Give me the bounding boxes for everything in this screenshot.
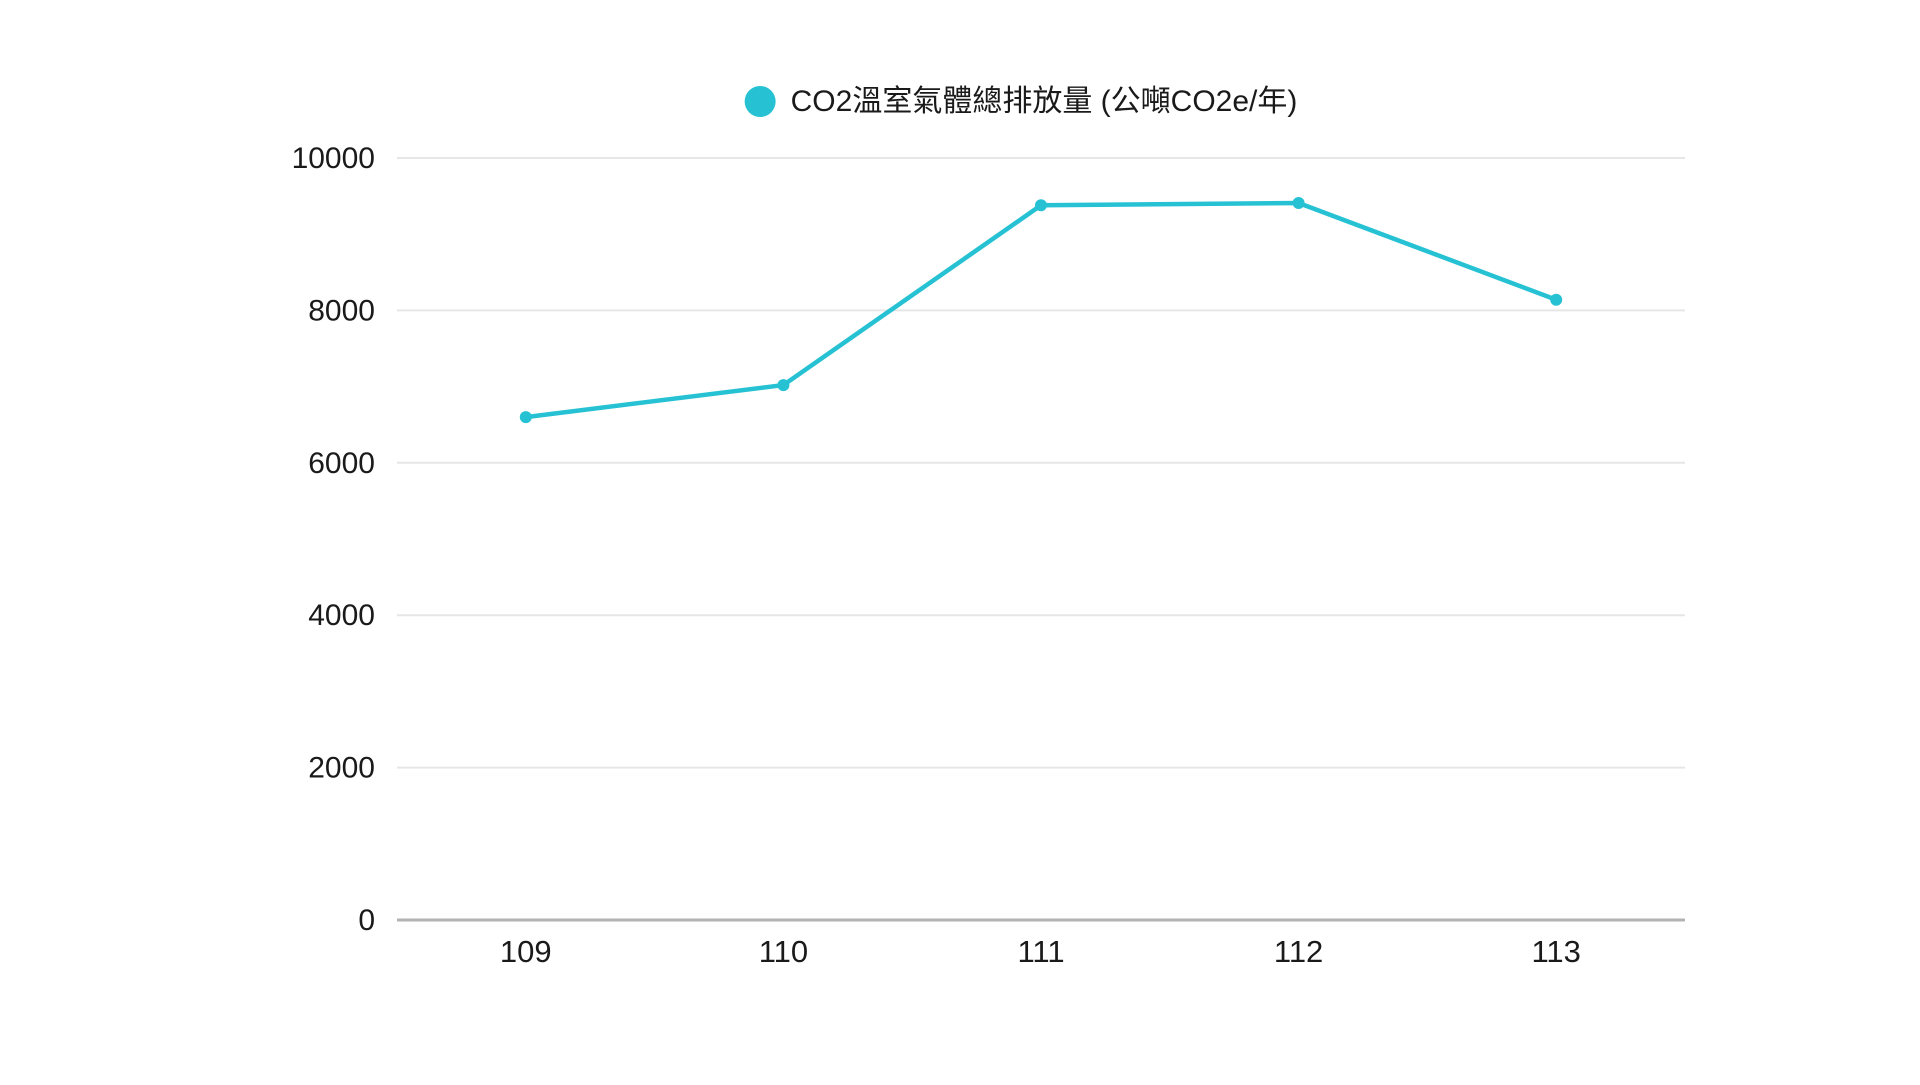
y-tick-label: 8000 bbox=[308, 294, 375, 327]
data-point[interactable] bbox=[1550, 293, 1563, 306]
y-tick-label: 0 bbox=[358, 904, 375, 937]
x-tick-label: 110 bbox=[759, 934, 808, 969]
x-tick-label: 112 bbox=[1274, 934, 1323, 969]
legend-item[interactable]: CO2溫室氣體總排放量 (公噸CO2e/年) bbox=[744, 84, 1298, 118]
legend-label: CO2溫室氣體總排放量 (公噸CO2e/年) bbox=[790, 84, 1298, 118]
y-tick-label: 10000 bbox=[292, 142, 375, 175]
y-tick-label: 4000 bbox=[308, 599, 375, 632]
x-tick-label: 109 bbox=[500, 934, 552, 969]
data-point[interactable] bbox=[1035, 199, 1047, 212]
x-tick-label: 111 bbox=[1017, 934, 1064, 969]
data-point[interactable] bbox=[1292, 196, 1305, 209]
x-tick-label: 113 bbox=[1531, 934, 1580, 969]
data-point[interactable] bbox=[519, 411, 532, 424]
legend-swatch-icon bbox=[744, 86, 776, 117]
y-tick-label: 6000 bbox=[308, 447, 375, 480]
y-tick-label: 2000 bbox=[308, 752, 375, 785]
data-point[interactable] bbox=[777, 379, 790, 392]
